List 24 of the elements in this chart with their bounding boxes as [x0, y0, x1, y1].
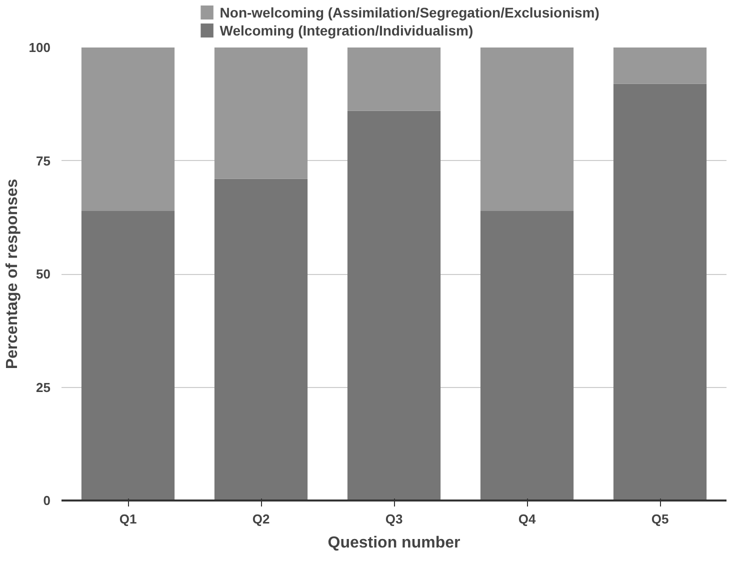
bar: [81, 210, 175, 500]
x-tick-label: Q3: [385, 512, 403, 526]
bar: [480, 48, 574, 211]
bar: [480, 210, 574, 500]
bar: [81, 48, 175, 211]
bar: [347, 110, 441, 500]
x-tick-label: Q2: [252, 512, 270, 526]
bar: [613, 84, 707, 500]
y-tick-label: 25: [36, 380, 51, 395]
y-tick-label: 75: [36, 153, 51, 168]
y-axis-title: Percentage of responses: [4, 178, 21, 370]
legend-label: Non-welcoming (Assimilation/Segregation/Exclusionism): [220, 4, 600, 20]
y-tick-label: 100: [28, 40, 51, 55]
bar: [214, 178, 308, 500]
y-tick-label: 50: [36, 266, 51, 282]
bar: [347, 48, 441, 111]
bar: [214, 48, 308, 179]
x-tick-label: Q5: [651, 512, 669, 526]
x-tick-label: Q4: [518, 512, 536, 526]
legend-label: Welcoming (Integration/Individualism): [220, 22, 474, 38]
bar: [613, 48, 707, 84]
x-axis-title: Question number: [328, 534, 460, 552]
y-tick-label: 0: [43, 493, 51, 508]
x-tick-label: Q1: [119, 512, 137, 526]
